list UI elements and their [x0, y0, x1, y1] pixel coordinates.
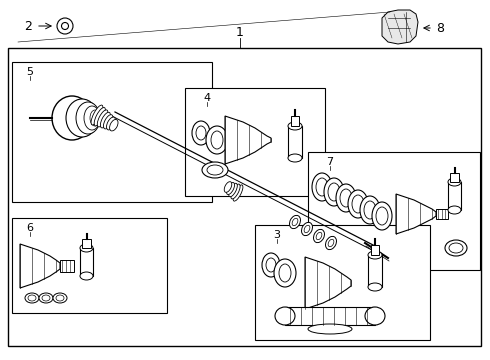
Ellipse shape — [279, 264, 291, 282]
Ellipse shape — [266, 258, 276, 272]
Ellipse shape — [231, 184, 240, 199]
Bar — [368, 255, 382, 287]
Bar — [8, 48, 481, 346]
Ellipse shape — [275, 307, 295, 325]
Ellipse shape — [100, 112, 110, 128]
Polygon shape — [305, 257, 351, 309]
Bar — [80, 248, 93, 276]
Ellipse shape — [304, 225, 310, 233]
Ellipse shape — [448, 206, 461, 214]
Ellipse shape — [90, 110, 100, 126]
Ellipse shape — [202, 162, 228, 178]
Ellipse shape — [316, 232, 322, 240]
Bar — [371, 245, 379, 255]
Ellipse shape — [226, 183, 235, 194]
Ellipse shape — [352, 195, 364, 213]
Ellipse shape — [42, 295, 50, 301]
Ellipse shape — [196, 126, 206, 140]
Text: 6: 6 — [26, 223, 33, 233]
Ellipse shape — [52, 96, 92, 140]
Ellipse shape — [192, 121, 210, 145]
Ellipse shape — [274, 259, 296, 287]
Ellipse shape — [368, 283, 382, 291]
Ellipse shape — [56, 295, 64, 301]
Ellipse shape — [25, 293, 39, 303]
Ellipse shape — [314, 229, 324, 243]
Ellipse shape — [106, 117, 116, 130]
Ellipse shape — [98, 110, 108, 127]
Ellipse shape — [39, 293, 53, 303]
Ellipse shape — [233, 185, 243, 201]
Polygon shape — [225, 116, 271, 164]
Ellipse shape — [292, 218, 298, 226]
Bar — [60, 260, 74, 272]
Bar — [448, 182, 461, 210]
Polygon shape — [382, 10, 418, 44]
Bar — [308, 152, 480, 270]
Ellipse shape — [207, 165, 223, 175]
Ellipse shape — [206, 126, 228, 154]
Ellipse shape — [328, 239, 334, 247]
Ellipse shape — [365, 307, 385, 325]
Ellipse shape — [262, 253, 280, 277]
Ellipse shape — [340, 189, 352, 207]
Ellipse shape — [28, 295, 36, 301]
Ellipse shape — [360, 196, 380, 224]
Ellipse shape — [53, 293, 67, 303]
Ellipse shape — [316, 178, 328, 196]
Bar — [288, 126, 302, 158]
Text: 2: 2 — [24, 19, 32, 32]
Ellipse shape — [84, 106, 100, 130]
Ellipse shape — [57, 18, 73, 34]
Ellipse shape — [445, 240, 467, 256]
Ellipse shape — [448, 178, 461, 186]
Bar — [185, 88, 325, 196]
Bar — [12, 62, 212, 202]
Text: 5: 5 — [26, 67, 33, 77]
Polygon shape — [396, 194, 436, 234]
Ellipse shape — [308, 324, 352, 334]
Ellipse shape — [80, 272, 93, 280]
Ellipse shape — [372, 202, 392, 230]
Ellipse shape — [211, 131, 223, 149]
Ellipse shape — [336, 184, 356, 212]
Ellipse shape — [91, 105, 103, 125]
Bar — [450, 173, 459, 182]
Bar — [12, 218, 167, 313]
Text: 1: 1 — [236, 26, 244, 39]
Ellipse shape — [103, 115, 113, 129]
Ellipse shape — [288, 122, 302, 130]
Ellipse shape — [290, 215, 300, 229]
Ellipse shape — [224, 182, 232, 192]
Ellipse shape — [328, 183, 340, 201]
Polygon shape — [20, 244, 60, 288]
Ellipse shape — [348, 190, 368, 218]
Ellipse shape — [66, 99, 98, 137]
Text: 7: 7 — [326, 157, 334, 167]
Bar — [82, 239, 91, 248]
Ellipse shape — [368, 251, 382, 259]
Ellipse shape — [301, 222, 313, 236]
Ellipse shape — [229, 183, 237, 197]
Text: 8: 8 — [436, 22, 444, 35]
Bar — [285, 307, 375, 325]
Ellipse shape — [62, 22, 69, 30]
Ellipse shape — [110, 120, 118, 131]
Ellipse shape — [76, 102, 100, 134]
Text: 3: 3 — [273, 230, 280, 240]
Bar — [436, 209, 448, 219]
Ellipse shape — [376, 207, 388, 225]
Ellipse shape — [325, 237, 337, 249]
Ellipse shape — [312, 173, 332, 201]
Ellipse shape — [324, 178, 344, 206]
Bar — [255, 225, 430, 340]
Ellipse shape — [94, 108, 105, 126]
Ellipse shape — [449, 243, 463, 253]
Ellipse shape — [364, 201, 376, 219]
Text: 4: 4 — [203, 93, 211, 103]
Bar — [291, 116, 299, 126]
Ellipse shape — [288, 154, 302, 162]
Ellipse shape — [80, 244, 93, 252]
